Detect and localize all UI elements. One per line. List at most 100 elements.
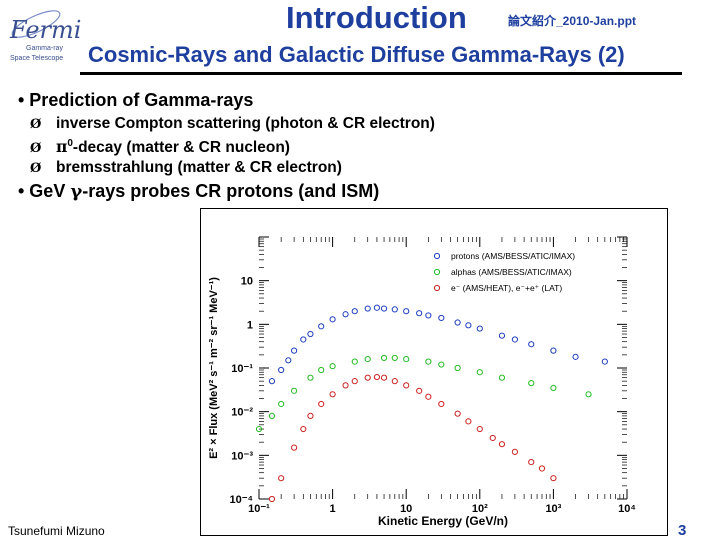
data-point-proton (300, 336, 307, 343)
data-point-proton (403, 308, 410, 315)
data-point-proton (391, 306, 398, 313)
data-point-electron (425, 393, 432, 400)
page-number: 3 (678, 522, 687, 539)
data-point-electron (550, 475, 557, 482)
logo-name: Fermi (9, 16, 81, 44)
data-point-proton (351, 308, 358, 315)
legend-marker (433, 252, 441, 260)
data-point-proton (268, 378, 276, 385)
data-point-electron (489, 434, 496, 442)
y-tick-label: 10 (241, 276, 253, 288)
data-point-alpha (364, 355, 371, 363)
data-point-alpha (391, 354, 398, 362)
data-point-proton (329, 316, 336, 323)
x-tick-label: 10³ (545, 503, 561, 515)
legend-label: e⁻ (AMS/HEAT), e⁻+e⁺ (LAT) (451, 283, 562, 293)
pi-superscript: 0 (67, 137, 73, 149)
data-point-proton (550, 347, 557, 354)
data-point-alpha (291, 387, 298, 394)
slide-subtitle: Cosmic-Rays and Galactic Diffuse Gamma-R… (88, 42, 625, 67)
data-point-electron (291, 444, 298, 451)
data-point-electron (454, 410, 461, 417)
data-point-alpha (351, 358, 358, 365)
logo-line-1: Gamma-ray (26, 45, 63, 52)
data-point-proton (465, 322, 472, 329)
data-point-alpha (329, 363, 336, 370)
data-point-alpha (585, 391, 592, 398)
arrow-bullet-icon: Ø (30, 161, 42, 176)
x-tick-label: 10² (472, 503, 488, 515)
data-point-proton (454, 319, 461, 326)
cr-spectrum-chart: 10⁻¹ 1 10 10² 10³ 10⁴ 10 1 10⁻¹ 10⁻² 10⁻³ 10⁻⁴ Kinet… (200, 208, 668, 536)
data-point-electron (318, 400, 325, 408)
data-point-electron (342, 382, 349, 389)
bullet-text: -rays probes CR protons (and ISM) (82, 181, 380, 201)
legend-label: alphas (AMS/BESS/ATIC/IMAX) (451, 267, 572, 277)
bullet-text: • GeV (18, 181, 71, 201)
legend-marker (433, 268, 441, 276)
bullet-prediction: • Prediction of Gamma-rays (18, 90, 254, 110)
data-point-alpha (425, 358, 432, 365)
data-point-proton (511, 336, 519, 343)
data-point-alpha (550, 384, 557, 392)
data-point-proton (572, 353, 579, 360)
data-point-proton (364, 305, 371, 312)
data-point-electron (380, 374, 388, 381)
y-tick-label: 10⁻² (231, 407, 253, 419)
data-point-electron (351, 378, 358, 385)
file-reference: 論文紹介_2010-Jan.ppt (508, 14, 637, 28)
author-name: Tsunefumi Mizuno (8, 524, 105, 538)
data-point-electron (465, 418, 472, 425)
data-point-alpha (380, 354, 388, 362)
data-point-electron (364, 374, 371, 381)
data-point-electron (403, 382, 410, 389)
sub-bullet-text: -decay (matter & CR nucleon) (72, 139, 290, 156)
x-tick-label: 10⁻¹ (248, 503, 270, 515)
sub-bullet-text: inverse Compton scattering (photon & CR … (56, 115, 435, 132)
x-axis-label: Kinetic Energy (GeV/n) (378, 514, 508, 528)
y-axis-label: E² × Flux (MeV² s⁻¹ m⁻² sr⁻¹ MeV⁻¹) (208, 277, 220, 459)
data-point-electron (278, 475, 285, 482)
data-point-proton (278, 366, 285, 374)
data-point-alpha (255, 425, 263, 433)
chart-svg: 10⁻¹ 1 10 10² 10³ 10⁴ 10 1 10⁻¹ 10⁻² 10⁻³ 10⁻⁴ Kinet… (208, 236, 636, 528)
data-point-alpha (498, 374, 506, 381)
bullet-gev-gamma: • GeV γ-rays probes CR protons (and ISM) (18, 181, 379, 202)
data-point-alpha (476, 369, 483, 376)
data-point-alpha (403, 355, 410, 363)
gamma-symbol: γ (70, 181, 83, 202)
data-point-electron (538, 465, 546, 472)
legend-marker (433, 284, 441, 292)
data-point-proton (601, 358, 608, 365)
data-point-electron (476, 425, 483, 433)
data-point-alpha (438, 361, 445, 368)
data-point-alpha (528, 380, 535, 387)
data-point-proton (307, 330, 314, 338)
x-tick-label: 10 (400, 503, 412, 515)
data-point-electron (268, 495, 276, 503)
data-point-proton (342, 311, 349, 318)
data-point-electron (438, 400, 445, 408)
data-point-proton (528, 341, 535, 348)
data-point-electron (391, 378, 398, 385)
data-point-electron (511, 448, 519, 455)
data-point-electron (307, 412, 314, 419)
data-point-proton (373, 304, 381, 311)
data-point-proton (285, 357, 292, 364)
title-divider (80, 72, 682, 75)
y-tick-label: 1 (247, 319, 253, 331)
data-point-electron (373, 373, 381, 381)
pi-symbol: π (56, 137, 68, 156)
arrow-bullet-icon: Ø (30, 141, 42, 156)
sub-bullet-text: bremsstrahlung (matter & CR electron) (56, 159, 342, 176)
data-point-proton (476, 325, 483, 332)
data-point-proton (438, 314, 445, 322)
y-tick-label: 10⁻¹ (231, 363, 253, 375)
data-point-proton (318, 323, 325, 330)
slide-title: Introduction (286, 0, 467, 35)
y-tick-label: 10⁻³ (231, 450, 253, 462)
y-tick-label: 10⁻⁴ (230, 494, 253, 506)
data-point-proton (380, 305, 388, 312)
x-tick-label: 1 (330, 503, 336, 515)
